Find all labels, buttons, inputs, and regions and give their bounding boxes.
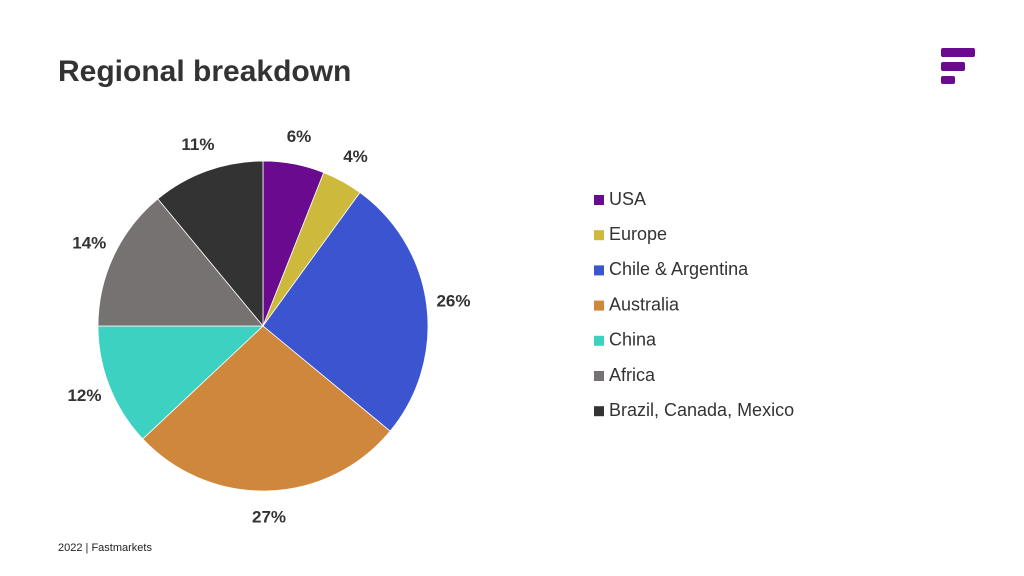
legend-label: Europe [609,224,667,244]
legend-label: USA [609,189,646,209]
data-label: 27% [252,507,286,526]
logo [941,48,975,84]
legend-swatch [594,371,604,381]
pie-slice [97,325,265,440]
legend-label: Africa [609,365,656,385]
pie-slice [142,325,391,492]
data-label: 4% [343,147,368,166]
legend-swatch [594,335,604,346]
pie-slice [262,191,429,432]
legend-swatch [594,406,604,417]
chart-title: Regional breakdown [58,55,351,88]
data-label: 11% [181,135,214,154]
legend-label: Australia [609,294,680,314]
legend-swatch [594,195,604,205]
legend-swatch [594,230,604,241]
legend-label: Brazil, Canada, Mexico [609,400,794,420]
data-label: 6% [287,127,312,146]
legend-swatch [594,300,604,311]
pie-slice [97,198,264,327]
data-label: 14% [72,234,106,253]
legend-label: Chile & Argentina [609,259,749,279]
legend-swatch [594,265,604,276]
legend-label: China [609,330,657,350]
pie-slice [157,160,264,328]
data-label: 12% [67,386,101,405]
data-label: 26% [436,291,470,310]
footer: 2022 | Fastmarkets [58,542,152,554]
